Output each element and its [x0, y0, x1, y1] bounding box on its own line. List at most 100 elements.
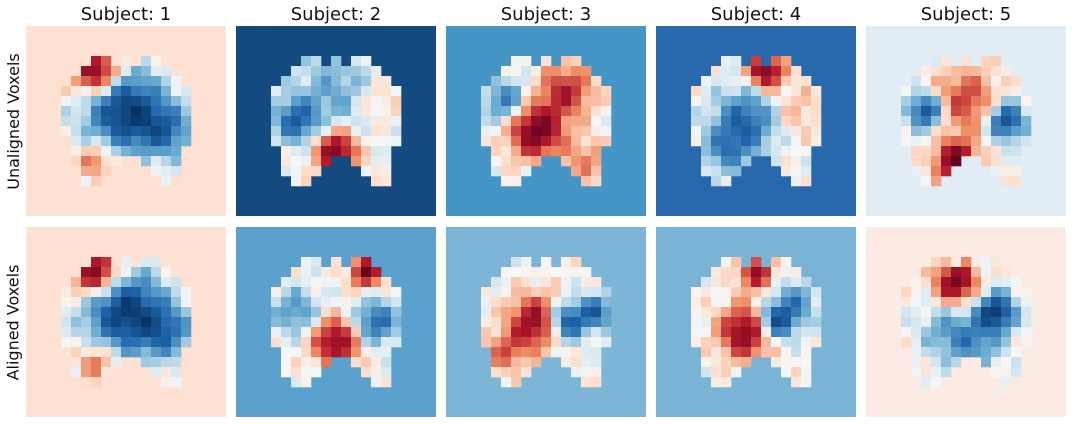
voxel [481, 136, 492, 147]
voxel [361, 297, 372, 308]
voxel [381, 106, 392, 117]
voxel [721, 136, 732, 147]
voxel [341, 86, 352, 97]
voxel [151, 126, 162, 137]
voxel [171, 126, 182, 137]
voxel [91, 106, 102, 117]
voxel [911, 297, 922, 308]
voxel [931, 116, 942, 127]
voxel [311, 56, 322, 67]
voxel [131, 96, 142, 107]
voxel [961, 126, 972, 137]
voxel [921, 307, 932, 318]
voxel [541, 317, 552, 328]
voxel [761, 347, 772, 358]
voxel [171, 116, 182, 127]
voxel [481, 106, 492, 117]
voxel [81, 116, 92, 127]
voxel [151, 357, 162, 368]
voxel [321, 116, 332, 127]
voxel [521, 136, 532, 147]
voxel [381, 307, 392, 318]
voxel [551, 86, 562, 97]
voxel [791, 297, 802, 308]
voxel [531, 357, 542, 368]
voxel [701, 367, 712, 378]
voxel [151, 337, 162, 348]
voxel [571, 146, 582, 157]
voxel [951, 156, 962, 167]
voxel [151, 257, 162, 268]
voxel [341, 327, 352, 338]
voxel [281, 86, 292, 97]
voxel [501, 297, 512, 308]
voxel [1001, 66, 1012, 77]
voxel [571, 96, 582, 107]
voxel [1021, 297, 1032, 308]
voxel [501, 307, 512, 318]
voxel [111, 86, 122, 97]
voxel [351, 96, 362, 107]
voxel [571, 126, 582, 137]
voxel [141, 327, 152, 338]
voxel [741, 76, 752, 87]
voxel [791, 317, 802, 328]
voxel [751, 66, 762, 77]
voxel [521, 166, 532, 177]
voxel [531, 307, 542, 318]
voxel [71, 297, 82, 308]
voxel [981, 297, 992, 308]
voxel [101, 96, 112, 107]
voxel [91, 166, 102, 177]
voxel [161, 327, 172, 338]
voxel [301, 86, 312, 97]
voxel [501, 176, 512, 187]
voxel [161, 106, 172, 117]
voxel [771, 146, 782, 157]
voxel [81, 297, 92, 308]
voxel [731, 116, 742, 127]
voxel [301, 156, 312, 167]
voxel [941, 367, 952, 378]
voxel [71, 337, 82, 348]
voxel [731, 166, 742, 177]
voxel [81, 367, 92, 378]
voxel [731, 126, 742, 137]
voxel [371, 277, 382, 288]
voxel [511, 257, 522, 268]
voxel [711, 66, 722, 77]
voxel [941, 317, 952, 328]
voxel [331, 76, 342, 87]
voxel [571, 116, 582, 127]
voxel [921, 277, 932, 288]
voxel [581, 347, 592, 358]
voxel [331, 66, 342, 77]
voxel [951, 317, 962, 328]
voxel [921, 297, 932, 308]
voxel [321, 307, 332, 318]
voxel [1001, 86, 1012, 97]
voxel [931, 136, 942, 147]
voxel [141, 96, 152, 107]
voxel [1011, 287, 1022, 298]
voxel [171, 307, 182, 318]
voxel [741, 116, 752, 127]
voxel [731, 156, 742, 167]
voxel [701, 347, 712, 358]
voxel [321, 327, 332, 338]
voxel [791, 86, 802, 97]
voxel [721, 166, 732, 177]
voxel [321, 156, 332, 167]
voxel [521, 96, 532, 107]
voxel [371, 156, 382, 167]
voxel [131, 116, 142, 127]
voxel [961, 287, 972, 298]
voxel [751, 317, 762, 328]
voxel [531, 156, 542, 167]
voxel [101, 257, 112, 268]
voxel [571, 357, 582, 368]
voxel [171, 106, 182, 117]
voxel [761, 106, 772, 117]
voxel [481, 317, 492, 328]
voxel [761, 86, 772, 97]
